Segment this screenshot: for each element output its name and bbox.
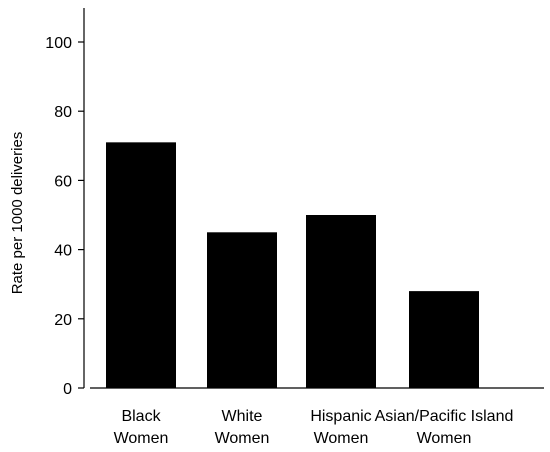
y-tick-label: 60 — [54, 173, 72, 190]
y-axis-label: Rate per 1000 deliveries — [9, 132, 26, 295]
bar — [409, 291, 479, 388]
bars — [106, 142, 479, 388]
x-tick-label: Hispanic Women — [310, 408, 371, 447]
bar — [306, 215, 376, 388]
x-tick-label: Black Women — [114, 408, 169, 447]
x-tick-label-line: Women — [417, 430, 472, 447]
y-tick-label: 80 — [54, 104, 72, 121]
x-tick-label-line: Hispanic — [310, 408, 371, 425]
x-tick-label-line: Black — [121, 408, 161, 425]
y-tick-label: 40 — [54, 243, 72, 260]
bar — [106, 142, 176, 388]
x-tick-label-line: Women — [114, 430, 169, 447]
y-tick-label: 0 — [63, 381, 72, 398]
x-tick-label: Asian/Pacific Island Women — [375, 408, 514, 447]
x-tick-label-line: Asian/Pacific Island — [375, 408, 514, 425]
y-ticks: 0 20 40 60 80 100 — [45, 35, 84, 398]
x-tick-label-line: White — [222, 408, 263, 425]
x-tick-label-line: Women — [215, 430, 270, 447]
y-tick-label: 100 — [45, 35, 72, 52]
x-tick-label: White Women — [215, 408, 270, 447]
bar — [207, 232, 277, 388]
x-tick-label-line: Women — [314, 430, 369, 447]
y-tick-label: 20 — [54, 312, 72, 329]
